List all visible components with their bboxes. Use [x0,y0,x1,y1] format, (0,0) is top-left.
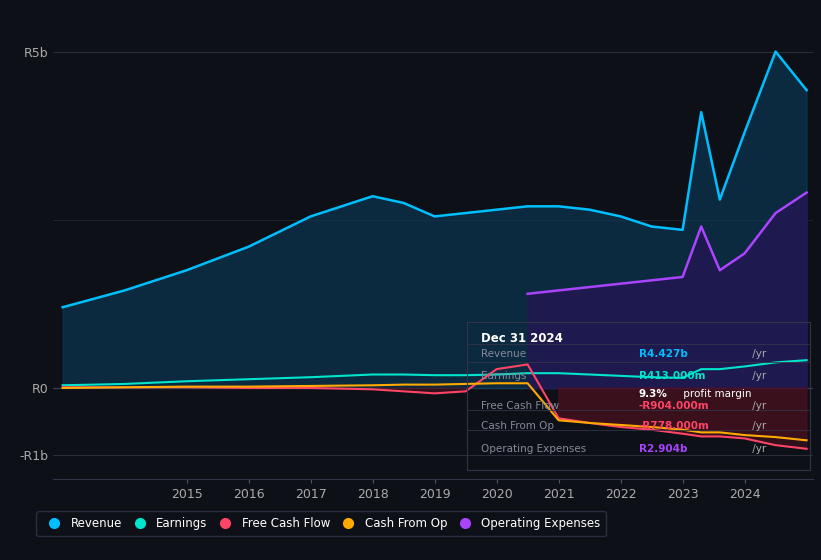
Text: /yr: /yr [749,371,766,381]
Text: Revenue: Revenue [481,349,526,359]
Text: profit margin: profit margin [680,389,751,399]
Text: 9.3%: 9.3% [639,389,667,399]
Text: R2.904b: R2.904b [639,444,687,454]
Text: Cash From Op: Cash From Op [481,422,554,431]
Legend: Revenue, Earnings, Free Cash Flow, Cash From Op, Operating Expenses: Revenue, Earnings, Free Cash Flow, Cash … [36,511,607,536]
Text: Dec 31 2024: Dec 31 2024 [481,333,562,346]
Text: Operating Expenses: Operating Expenses [481,444,586,454]
Text: /yr: /yr [749,349,766,359]
Text: /yr: /yr [749,422,766,431]
Text: Free Cash Flow: Free Cash Flow [481,400,559,410]
Text: /yr: /yr [749,444,766,454]
Text: R4.427b: R4.427b [639,349,688,359]
Text: -R904.000m: -R904.000m [639,400,709,410]
Text: R413.000m: R413.000m [639,371,705,381]
Text: -R778.000m: -R778.000m [639,422,709,431]
Text: /yr: /yr [749,400,766,410]
Text: Earnings: Earnings [481,371,526,381]
